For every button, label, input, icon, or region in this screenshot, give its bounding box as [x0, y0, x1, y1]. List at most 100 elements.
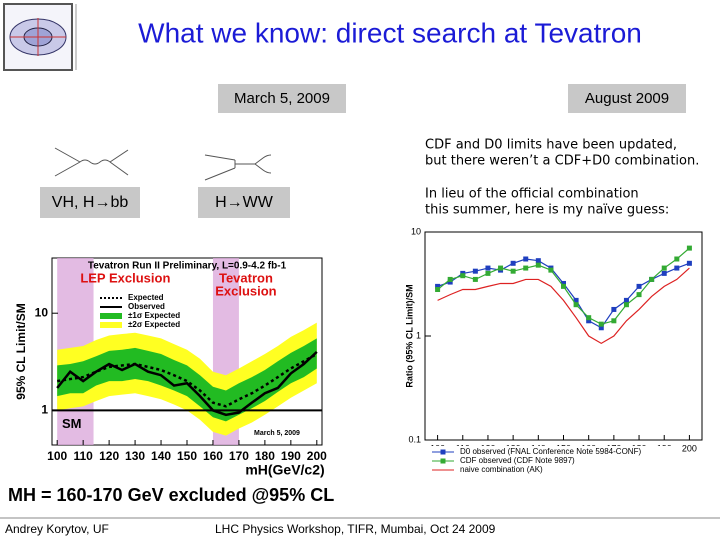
point: [523, 256, 529, 262]
point: [686, 245, 692, 251]
y-tick-label: 1: [41, 403, 48, 417]
y-axis-label: 95% CL Limit/SM: [14, 303, 28, 399]
point: [485, 265, 491, 271]
point: [636, 292, 642, 298]
legend-label: Observed: [128, 302, 165, 311]
legend-marker: [440, 449, 446, 455]
point: [447, 279, 453, 285]
point: [598, 325, 604, 331]
y-axis-label: Ratio (95% CL Limit)/SM: [404, 284, 414, 387]
process-label: VH, H→bb: [52, 194, 129, 211]
note-line: In lieu of the official combination: [425, 187, 639, 202]
point: [548, 267, 554, 273]
date-label: March 5, 2009: [234, 90, 330, 107]
point: [435, 283, 441, 289]
date-box: [218, 84, 346, 113]
legend-label: Expected: [128, 293, 164, 302]
point: [661, 265, 667, 271]
point: [561, 280, 566, 286]
x-tick-label: 140: [151, 449, 171, 463]
point: [573, 297, 579, 303]
point: [485, 270, 491, 276]
point: [623, 302, 629, 308]
process-box: [40, 187, 140, 218]
point: [573, 302, 579, 308]
point: [674, 265, 680, 271]
x-tick-label: 200: [682, 443, 697, 453]
point: [472, 268, 478, 274]
y-tick-label: 1: [416, 330, 421, 340]
footer-event: LHC Physics Workshop, TIFR, Mumbai, Oct …: [215, 522, 496, 536]
y-tick-label: 10: [411, 226, 421, 236]
note-line: CDF and D0 limits have been updated,: [425, 138, 677, 153]
note-line: this summer, here is my naïve guess:: [425, 203, 669, 218]
point: [586, 318, 592, 324]
feynman-diagram: [204, 154, 272, 181]
legend-label: ±2σ Expected: [128, 320, 180, 329]
series-line: [437, 267, 690, 345]
process-label: H→WW: [215, 194, 274, 211]
feynman-diagram: [54, 147, 129, 177]
point: [510, 260, 516, 266]
point: [435, 286, 441, 292]
point: [623, 297, 629, 303]
y-tick-label: 0.1: [408, 434, 421, 444]
y-tick-label: 10: [35, 305, 49, 319]
point: [586, 315, 592, 321]
legend-label: D0 observed (FNAL Conference Note 5984-C…: [460, 447, 641, 456]
x-tick-label: 160: [203, 449, 223, 463]
point: [472, 276, 478, 282]
process-box: [198, 187, 290, 218]
point: [611, 318, 617, 324]
date-label: August 2009: [585, 90, 669, 107]
point: [674, 256, 680, 262]
point: [636, 283, 642, 289]
footer-author: Andrey Korytov, UF: [5, 522, 109, 536]
x-tick-label: 170: [229, 449, 249, 463]
point: [661, 270, 667, 276]
legend-label: naive combination (AK): [460, 465, 543, 474]
point: [598, 321, 604, 327]
x-tick-label: 110: [73, 449, 93, 463]
x-tick-label: 200: [307, 449, 327, 463]
point: [561, 283, 566, 289]
point: [535, 258, 541, 264]
legend-swatch: [100, 322, 122, 328]
point: [686, 260, 692, 266]
legend-marker: [440, 458, 446, 464]
series-line: [56, 350, 318, 417]
x-tick-label: 120: [99, 449, 119, 463]
stamp: March 5, 2009: [254, 430, 300, 437]
point: [498, 265, 504, 271]
plot-area: [424, 231, 703, 441]
region-label: Tevatron: [219, 270, 273, 285]
reference-label: SM: [62, 416, 82, 431]
point: [523, 265, 529, 271]
conclusion: MH = 160-170 GeV excluded @95% CL: [8, 485, 334, 505]
region-label: LEP Exclusion: [80, 270, 170, 285]
point: [447, 276, 453, 282]
point: [460, 273, 466, 279]
date-box: [568, 84, 686, 113]
legend-box: [428, 446, 678, 478]
point: [611, 306, 617, 312]
x-axis-label: mH(GeV/c2): [245, 462, 324, 478]
legend-label: ±1σ Expected: [128, 311, 180, 320]
x-tick-label: 180: [255, 449, 275, 463]
slide-title: What we know: direct search at Tevatron: [138, 17, 642, 48]
point: [510, 268, 516, 274]
point: [535, 262, 541, 268]
legend-label: CDF observed (CDF Note 9897): [460, 456, 575, 465]
x-tick-label: 100: [47, 449, 67, 463]
x-tick-label: 150: [177, 449, 197, 463]
x-tick-label: 190: [281, 449, 301, 463]
note-line: but there weren’t a CDF+D0 combination.: [425, 154, 699, 169]
region-label: Exclusion: [215, 283, 276, 298]
logo: [3, 3, 73, 71]
chart-title: Tevatron Run II Preliminary, L=0.9-4.2 f…: [88, 261, 287, 272]
legend-swatch: [100, 313, 122, 319]
x-tick-label: 130: [125, 449, 145, 463]
point: [649, 276, 655, 282]
